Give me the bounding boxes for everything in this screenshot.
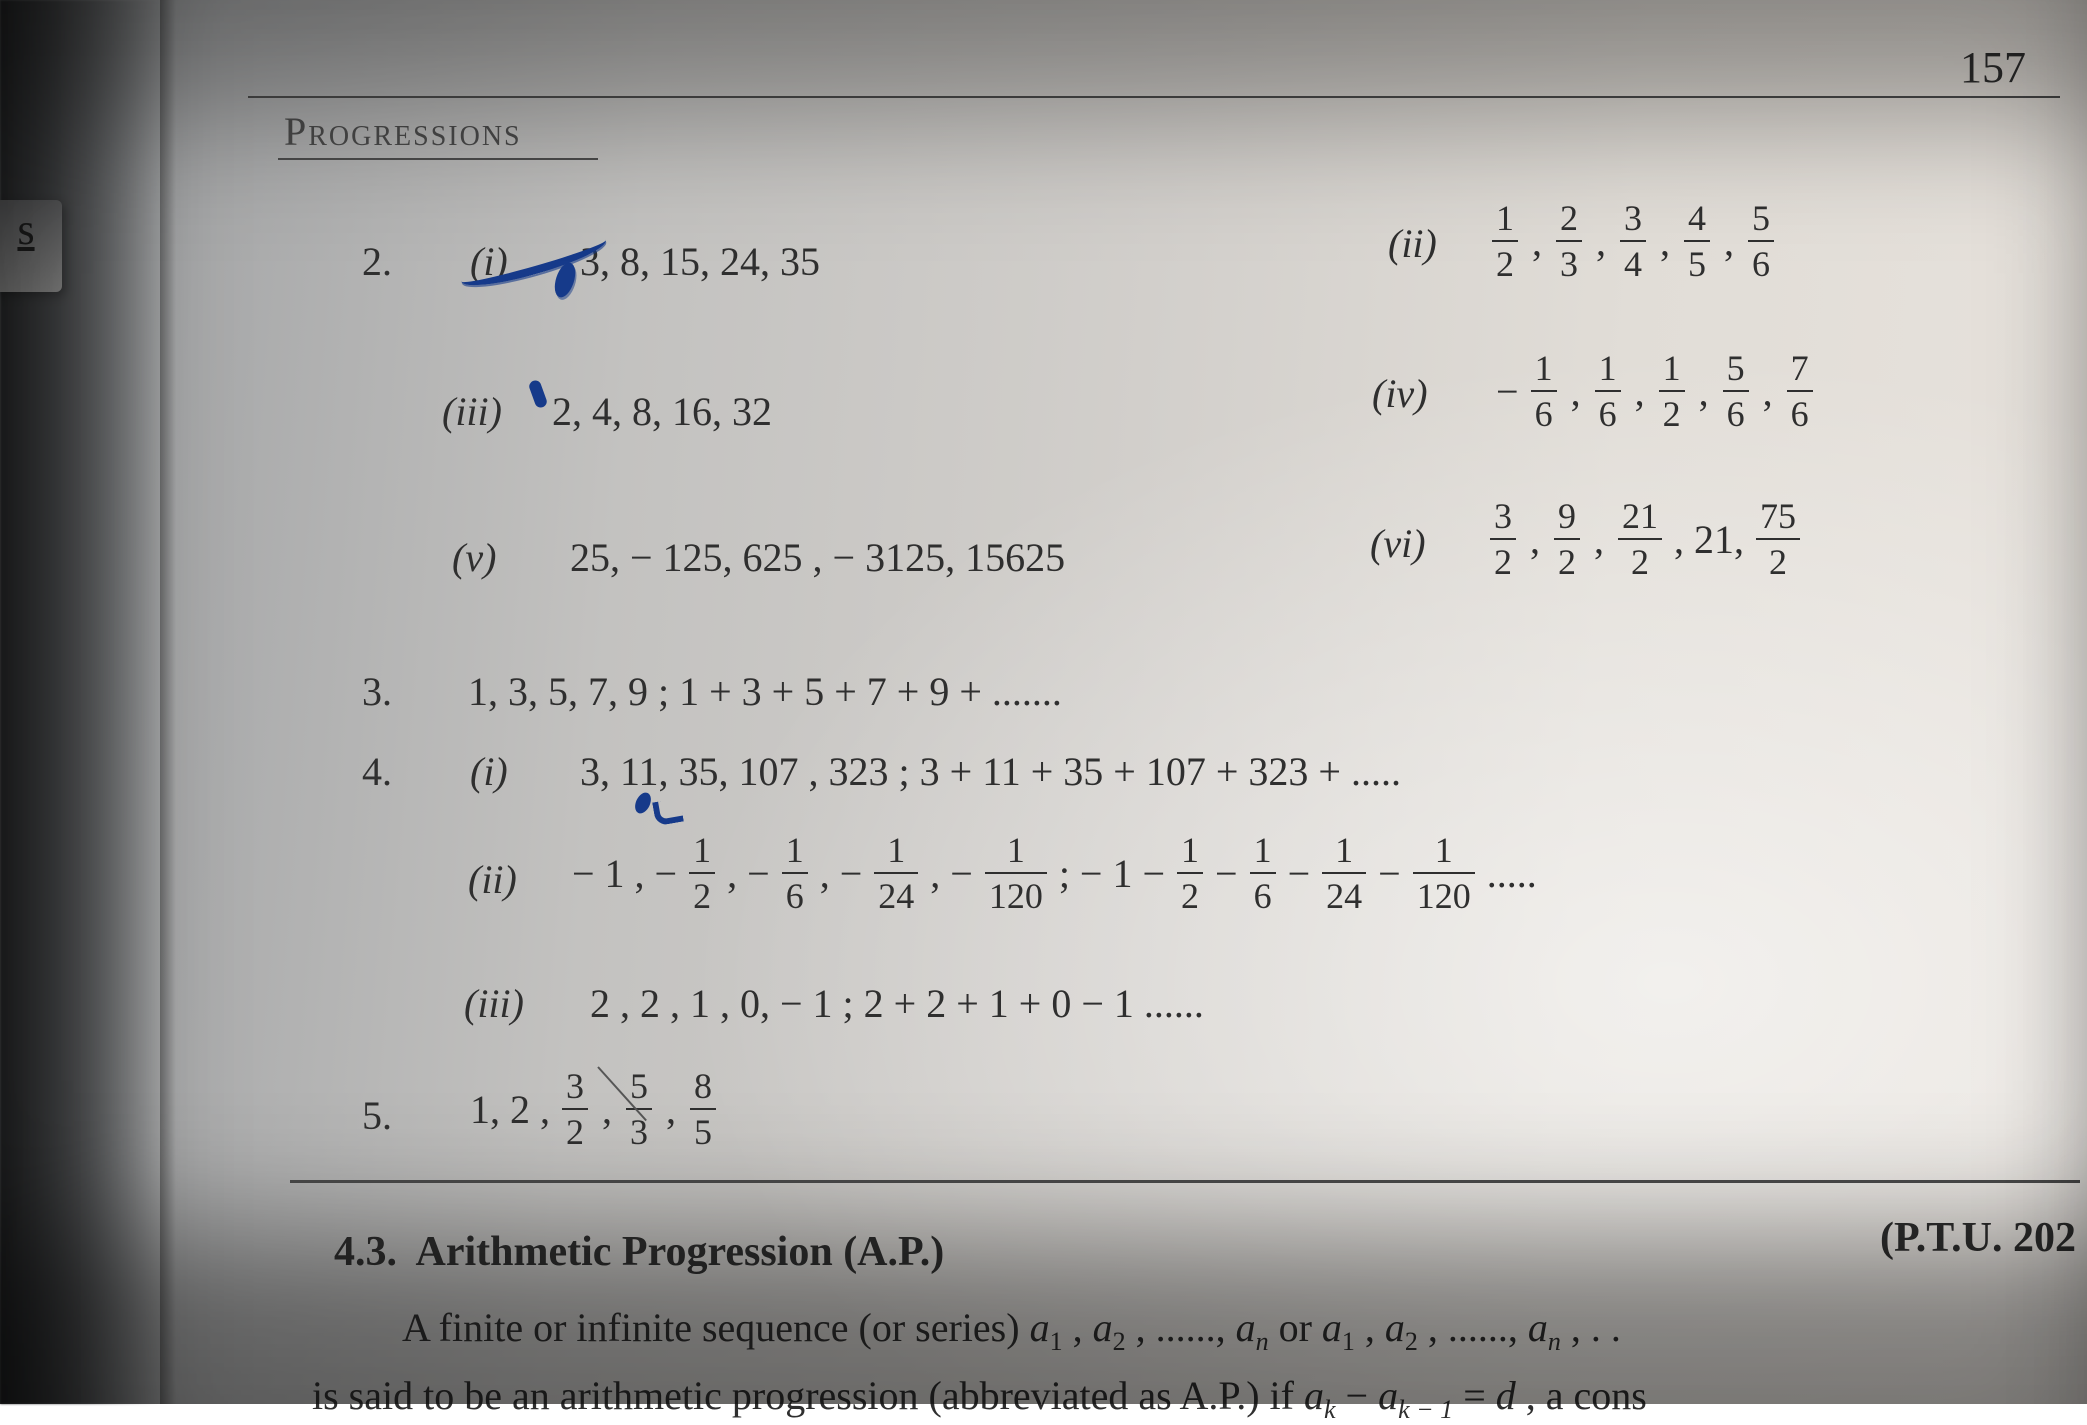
n: n [1548,1327,1561,1356]
page-number: 157 [1960,42,2026,93]
section-para1: A finite or infinite sequence (or series… [402,1304,1621,1357]
frac: 56 [1723,350,1749,432]
a: a [1236,1305,1256,1350]
d: d [1496,1373,1516,1418]
q4-i-roman: (i) [470,748,508,795]
a: a [1304,1373,1324,1418]
frac: 12 [1177,832,1203,914]
sub: 2 [1405,1327,1418,1356]
frac: 124 [1322,832,1366,914]
frac: 1120 [1413,832,1475,914]
a: a [1093,1305,1113,1350]
k1: k − 1 [1398,1395,1453,1424]
frac: 56 [1748,200,1774,282]
frac: 212 [1618,498,1662,580]
frac: 16 [1250,832,1276,914]
section-heading: 4.3. Arithmetic Progression (A.P.) [334,1228,944,1276]
section-ref: (P.T.U. 202 [1880,1214,2076,1262]
frac: 85 [690,1068,716,1150]
q2-iii-seq: 2, 4, 8, 16, 32 [552,388,772,435]
frac: 23 [1556,200,1582,282]
q4-iii-text: 2 , 2 , 1 , 0, − 1 ; 2 + 2 + 1 + 0 − 1 .… [590,980,1204,1027]
a: a [1385,1305,1405,1350]
q2-vi-roman: (vi) [1370,520,1426,567]
sep: , − [930,850,973,897]
minus: − [1346,1373,1379,1418]
frac: 45 [1684,200,1710,282]
q2-iii-roman: (iii) [442,388,502,435]
frac: 1120 [985,832,1047,914]
q5-lead: 1, 2 , [470,1086,550,1133]
sub: 1 [1342,1327,1355,1356]
frac: 92 [1554,498,1580,580]
sub: 1 [1050,1327,1063,1356]
tail: , a cons [1526,1373,1647,1418]
side-tab-letter: s [17,204,34,255]
frac: 53 [626,1068,652,1150]
q2-iv-lead: − [1496,368,1519,415]
tail: , ......, [1428,1305,1528,1350]
k: k [1324,1395,1336,1424]
eq: = [1463,1373,1496,1418]
frac: 34 [1620,200,1646,282]
a: a [1030,1305,1050,1350]
frac: 16 [782,832,808,914]
q2-v-seq: 25, − 125, 625 , − 3125, 15625 [570,534,1065,581]
rule-top [248,96,2060,98]
q2-vi-mid: , 21, [1674,516,1744,563]
section-para2: is said to be an arithmetic progression … [312,1372,1647,1425]
side-tab: s [0,200,62,292]
end: , . . [1571,1305,1621,1350]
mid: , ......, [1136,1305,1236,1350]
q3-label: 3. [362,668,392,715]
q2-label: 2. [362,238,392,285]
q5-label: 5. [362,1092,392,1139]
q4-iii-roman: (iii) [464,980,524,1027]
tail: ..... [1487,850,1537,897]
frac: 32 [562,1068,588,1150]
p2a: is said to be an arithmetic progression … [312,1373,1304,1418]
q3-text: 1, 3, 5, 7, 9 ; 1 + 3 + 5 + 7 + 9 + ....… [468,668,1062,715]
frac: 76 [1787,350,1813,432]
rule-chapter [278,158,598,160]
sep: , − [727,850,770,897]
q4-ii-roman: (ii) [468,856,517,903]
q4-i-text: 3, 11, 35, 107 , 323 ; 3 + 11 + 35 + 107… [580,748,1401,795]
section-title: Arithmetic Progression (A.P.) [416,1229,945,1275]
sep: , − [820,850,863,897]
frac: 32 [1490,498,1516,580]
frac: 752 [1756,498,1800,580]
q2-vi-seq: 32, 92, 212 , 21, 752 [1490,498,1800,580]
q2-iv-roman: (iv) [1372,370,1428,417]
a: a [1528,1305,1548,1350]
q2-iv-seq: − 16, 16, 12, 56, 76 [1496,350,1813,432]
sub: 2 [1113,1327,1126,1356]
frac: 16 [1531,350,1557,432]
n: n [1256,1327,1269,1356]
q4-ii-lead: − 1 , − [572,850,677,897]
or: or [1279,1305,1322,1350]
q4-label: 4. [362,748,392,795]
minus: − [1288,850,1311,897]
q2-ii-seq: 12, 23, 34, 45, 56 [1492,200,1774,282]
a: a [1378,1373,1398,1418]
frac: 12 [689,832,715,914]
q5-seq: 1, 2 , 32, 53, 85 [470,1068,716,1150]
sep: ; − 1 − [1059,850,1165,897]
p1a: A finite or infinite sequence (or series… [402,1305,1030,1350]
chapter-title: Progressions [284,108,522,155]
frac: 16 [1595,350,1621,432]
minus: − [1215,850,1238,897]
frac: 12 [1659,350,1685,432]
frac: 12 [1492,200,1518,282]
q4-ii-seq: − 1 , − 12 , − 16 , − 124 , − 1120 ; − 1… [572,832,1537,914]
frac: 124 [874,832,918,914]
q2-v-roman: (v) [452,534,496,581]
q2-ii-roman: (ii) [1388,220,1437,267]
rule-section [290,1180,2080,1183]
q2-i-seq: 3, 8, 15, 24, 35 [580,238,820,285]
minus: − [1378,850,1401,897]
a: a [1322,1305,1342,1350]
section-num: 4.3. [334,1229,397,1275]
